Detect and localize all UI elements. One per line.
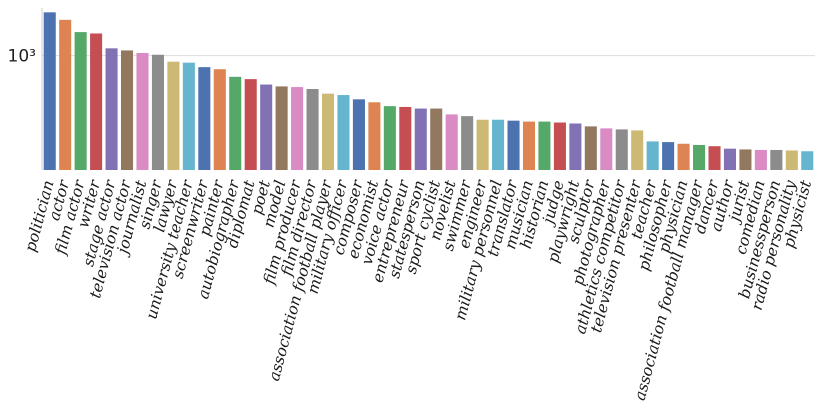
bar-translator — [507, 120, 520, 170]
bar-actor — [59, 19, 72, 170]
bar-comedian — [754, 149, 767, 170]
bar-television-actor — [121, 50, 134, 170]
bar-military-personnel — [492, 119, 505, 170]
bar-swimmer — [461, 116, 474, 170]
bar-film-actor — [74, 32, 87, 171]
bar-judge — [553, 122, 566, 170]
bar-jurist — [739, 149, 752, 170]
bar-politician — [43, 12, 56, 171]
y-axis-ticks: 10³ — [8, 47, 36, 67]
bar-film-director — [306, 88, 319, 170]
bar-playwright — [569, 123, 582, 170]
bar-diplomat — [244, 79, 257, 170]
bar-writer — [90, 33, 103, 170]
bar-sport-cyclist — [430, 108, 443, 170]
bar-screenwriter — [198, 67, 211, 170]
bar-engineer — [476, 119, 489, 170]
bar-dancer — [708, 146, 721, 170]
bar-autobiographer — [229, 76, 242, 170]
bar-athletics-competitor — [615, 129, 628, 170]
bar-television-presenter — [631, 130, 644, 170]
bar-photographer — [600, 128, 613, 170]
bar-voice-actor — [383, 106, 396, 170]
bar-economist — [368, 102, 381, 170]
bar-painter — [213, 69, 226, 170]
bar-lawyer — [167, 61, 180, 170]
bar-philosopher — [662, 142, 675, 170]
bar-composer — [352, 99, 365, 170]
bar-stage-actor — [105, 48, 118, 170]
bar-military-officer — [337, 95, 350, 170]
bars — [43, 12, 814, 171]
bar-physician — [677, 143, 690, 170]
bar-entrepreneur — [399, 106, 412, 170]
bar-historian — [538, 121, 551, 170]
bar-sculptor — [584, 126, 597, 170]
bar-radio-personality — [785, 150, 798, 170]
bar-author — [723, 148, 736, 170]
bar-musician — [522, 121, 536, 170]
bar-statesperson — [414, 108, 427, 170]
bar-physicist — [801, 151, 814, 170]
bar-film-producer — [291, 87, 304, 170]
bar-novelist — [445, 114, 458, 170]
bar-teacher — [646, 141, 659, 170]
bar-singer — [151, 54, 164, 170]
bar-businessperson — [770, 149, 783, 170]
bar-poet — [260, 84, 273, 170]
bar-university-teacher — [182, 62, 195, 170]
bar-association-football-player — [321, 93, 335, 170]
bar-model — [275, 86, 288, 170]
bar-journalist — [136, 53, 149, 170]
bar-association-football-manager — [693, 144, 706, 170]
y-tick-label: 10³ — [8, 47, 36, 67]
